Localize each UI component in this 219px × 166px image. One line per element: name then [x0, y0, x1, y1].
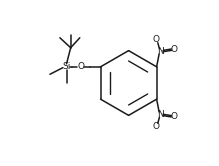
Text: N: N: [157, 46, 164, 56]
Text: O: O: [77, 62, 84, 71]
Text: O: O: [171, 112, 178, 121]
Text: O: O: [171, 45, 178, 54]
Text: Si: Si: [62, 62, 71, 71]
Text: O: O: [152, 35, 159, 44]
Text: O: O: [152, 122, 159, 131]
Text: N: N: [157, 110, 164, 120]
